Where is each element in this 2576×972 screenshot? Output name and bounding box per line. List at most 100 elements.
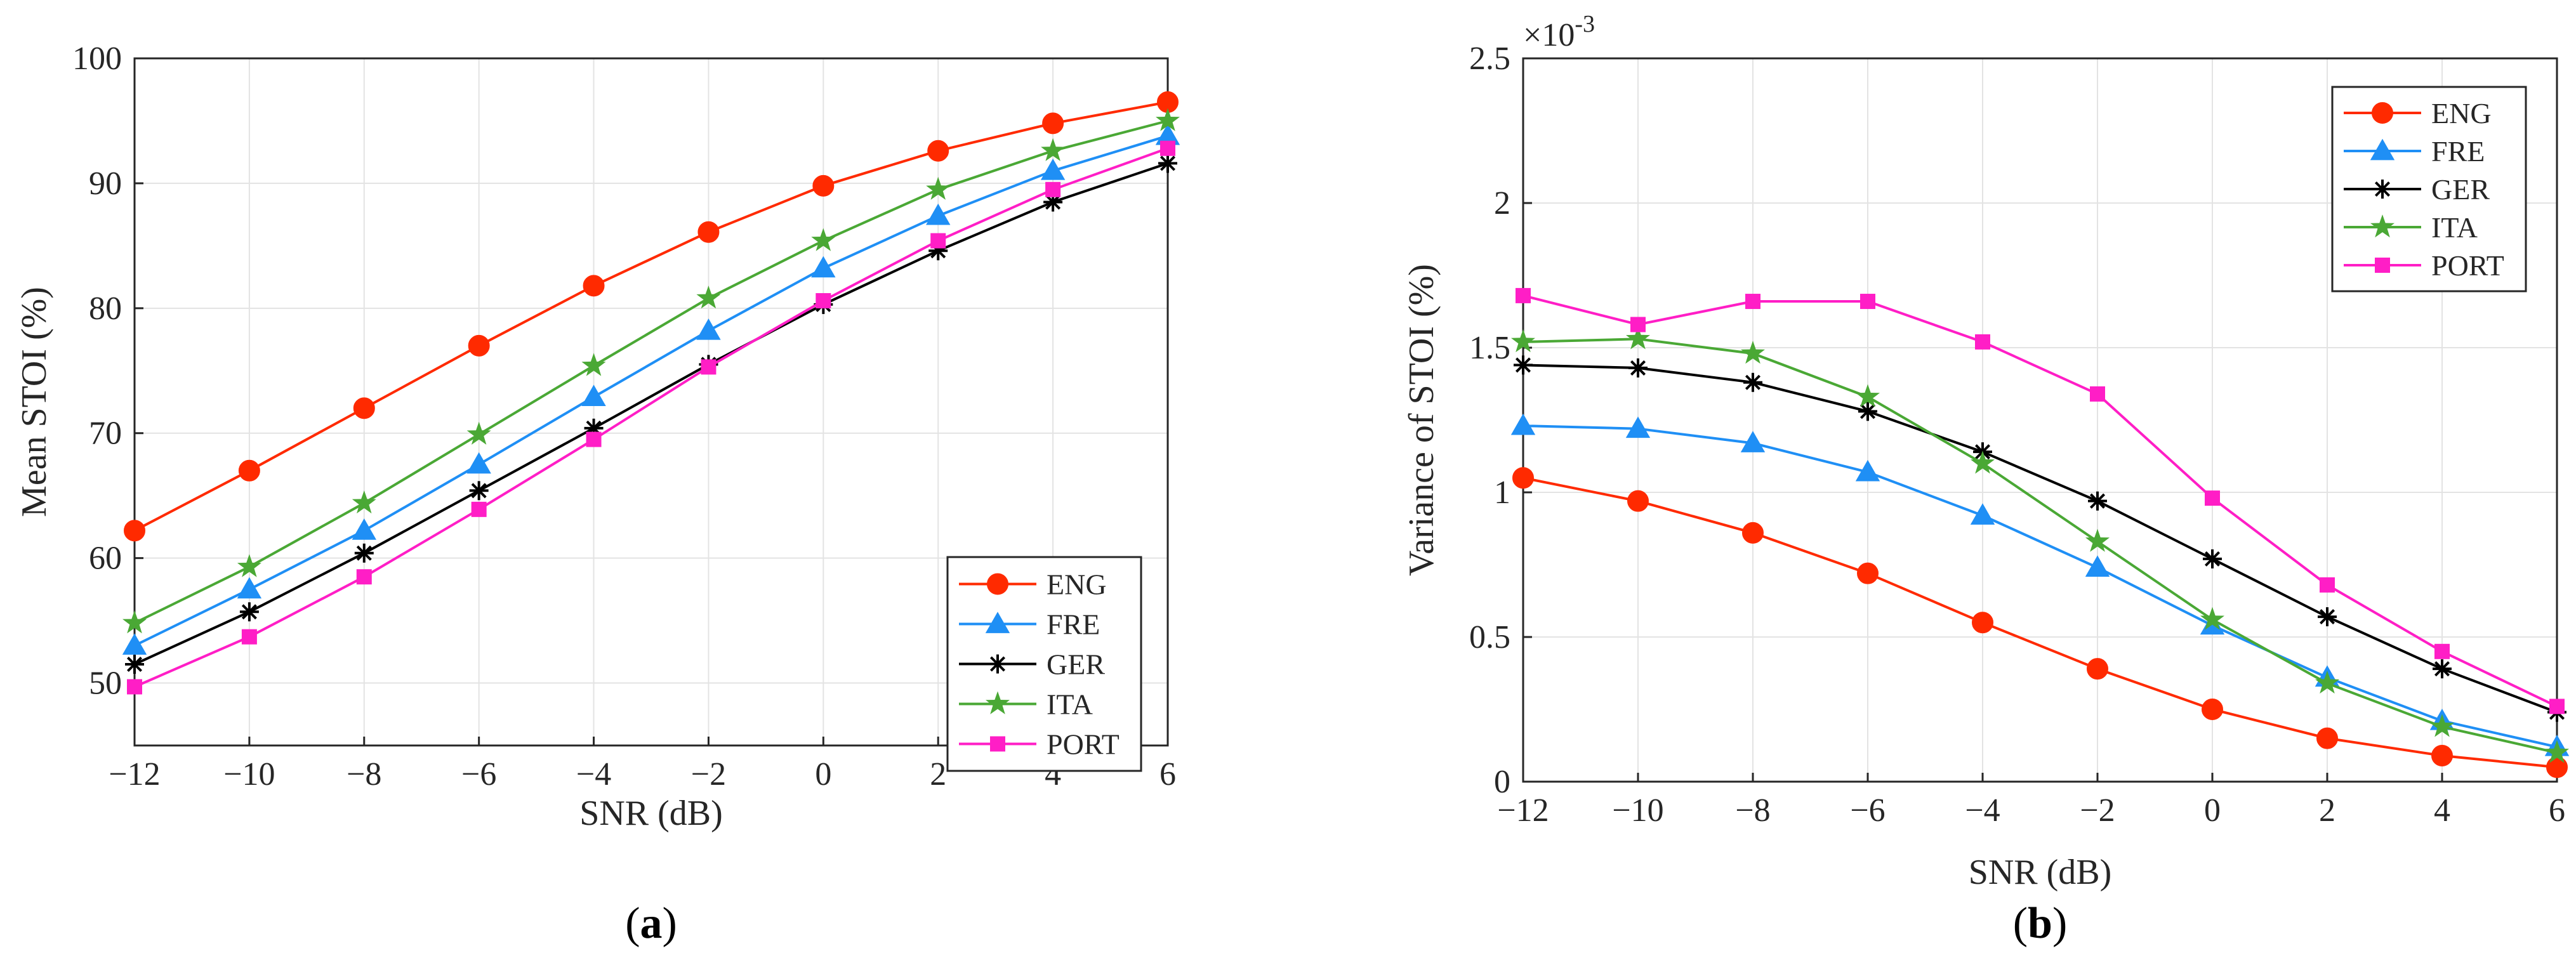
data-point-eng	[468, 334, 490, 357]
legend-item-port: PORT	[2344, 249, 2504, 282]
data-point-ita	[2315, 671, 2339, 694]
y-tick-label: 80	[89, 291, 122, 327]
x-tick-label: −2	[691, 756, 726, 792]
series-group-b	[1510, 287, 2570, 778]
x-tick-label: −8	[347, 756, 381, 792]
y-tick-label: 90	[89, 166, 122, 202]
data-point-port	[930, 233, 946, 249]
data-point-port	[127, 679, 142, 695]
data-point-ita	[1971, 450, 1995, 474]
x-axis-b: −12 −10 −8 −6 −4 −2 0 2 4 6	[1497, 773, 2565, 829]
data-point-eng	[238, 459, 260, 482]
y-exponent-label-b: ×10-3	[1523, 11, 1595, 53]
x-tick-label: −2	[2080, 792, 2115, 829]
data-point-ita	[2545, 740, 2569, 763]
x-tick-label: 6	[1159, 756, 1176, 792]
legend-item-eng: ENG	[2344, 97, 2492, 129]
data-point-eng	[583, 275, 605, 297]
x-tick-label: 6	[2549, 792, 2565, 829]
x-tick-label: −4	[1965, 792, 2000, 829]
data-point-ger	[2318, 607, 2337, 627]
legend-item-ger: GER	[959, 648, 1105, 681]
legend-item-ger: GER	[2344, 173, 2490, 206]
legend-marker	[2372, 102, 2393, 124]
series-line-eng	[134, 100, 1168, 532]
legend-marker	[987, 573, 1008, 595]
legend-marker	[985, 612, 1010, 633]
data-point-eng	[697, 221, 720, 243]
x-tick-label: 0	[815, 756, 831, 792]
legend-label: PORT	[1047, 728, 1120, 761]
data-point-port	[356, 569, 372, 585]
data-point-ita	[926, 176, 951, 200]
data-point-port	[1516, 287, 1531, 303]
legend-label: ITA	[1047, 688, 1093, 721]
legend-item-eng: ENG	[959, 568, 1107, 601]
data-point-eng	[1972, 612, 1993, 634]
y-tick-label: 1.5	[1469, 330, 1510, 366]
data-point-ita	[1741, 341, 1765, 364]
x-tick-label: 0	[2204, 792, 2221, 829]
data-point-ger	[125, 655, 144, 674]
y-tick-label: 1	[1494, 475, 1510, 511]
series-group-a	[122, 91, 1180, 695]
data-point-eng	[812, 174, 835, 197]
data-point-eng	[2202, 699, 2223, 720]
data-point-port	[1745, 294, 1760, 310]
data-point-ger	[1514, 355, 1533, 375]
data-point-port	[701, 359, 717, 375]
data-point-ita	[1511, 329, 1535, 353]
data-point-fre	[1855, 459, 1880, 482]
data-point-ger	[354, 543, 374, 563]
legend-label: PORT	[2431, 249, 2504, 282]
data-point-eng	[353, 397, 375, 419]
data-point-fre	[696, 319, 721, 340]
data-point-ger	[1158, 154, 1177, 173]
y-tick-label: 60	[89, 541, 122, 577]
data-point-port	[2549, 699, 2565, 714]
data-point-fre	[1155, 123, 1180, 145]
data-point-ger	[239, 602, 259, 622]
data-point-port	[471, 501, 487, 517]
legend-label: FRE	[1047, 608, 1100, 641]
series-eng	[124, 91, 1179, 542]
data-point-fre	[926, 203, 951, 225]
data-point-eng	[1742, 522, 1764, 544]
legend-marker	[2370, 138, 2395, 161]
legend-label: ENG	[2431, 97, 2492, 129]
data-point-eng	[2546, 756, 2568, 778]
x-axis-label-b: SNR (dB)	[1969, 853, 2112, 892]
data-point-port	[1860, 294, 1875, 310]
data-point-eng	[1042, 112, 1064, 135]
data-point-ita	[811, 228, 836, 251]
data-point-ita	[2430, 714, 2454, 737]
legend-box	[2331, 86, 2527, 292]
data-point-ger	[1743, 372, 1762, 392]
data-point-eng	[1857, 562, 1879, 584]
legend-marker	[2375, 258, 2390, 273]
y-tick-label: 2	[1494, 185, 1510, 221]
series-line-ita	[134, 119, 1168, 624]
x-tick-label: −10	[1612, 792, 1663, 829]
data-point-port	[1630, 317, 1646, 332]
legend-marker	[2373, 180, 2392, 199]
y-axis-b: 0 0.5 1 1.5 2 2.5	[1469, 41, 1532, 800]
y-tick-label: 0.5	[1469, 619, 1510, 655]
chart-panel-b: −12 −10 −8 −6 −4 −2 0 2 4 6 0 0.5 1 1.5 2 2.5 SNR (dB)…	[1402, 11, 2570, 948]
caption-a-letter: a	[640, 899, 663, 948]
data-point-port	[241, 629, 257, 645]
data-point-port	[2320, 577, 2335, 593]
data-point-eng	[2316, 727, 2338, 749]
data-point-port	[2205, 490, 2220, 506]
series-line-ita	[1522, 338, 2558, 754]
data-point-ita	[122, 610, 147, 634]
legend-item-ita: ITA	[2344, 211, 2478, 244]
y-tick-label: 70	[89, 416, 122, 452]
data-point-ger	[1628, 358, 1648, 378]
data-point-ita	[237, 554, 261, 577]
data-point-port	[1975, 334, 1990, 350]
data-point-ita	[352, 490, 376, 514]
